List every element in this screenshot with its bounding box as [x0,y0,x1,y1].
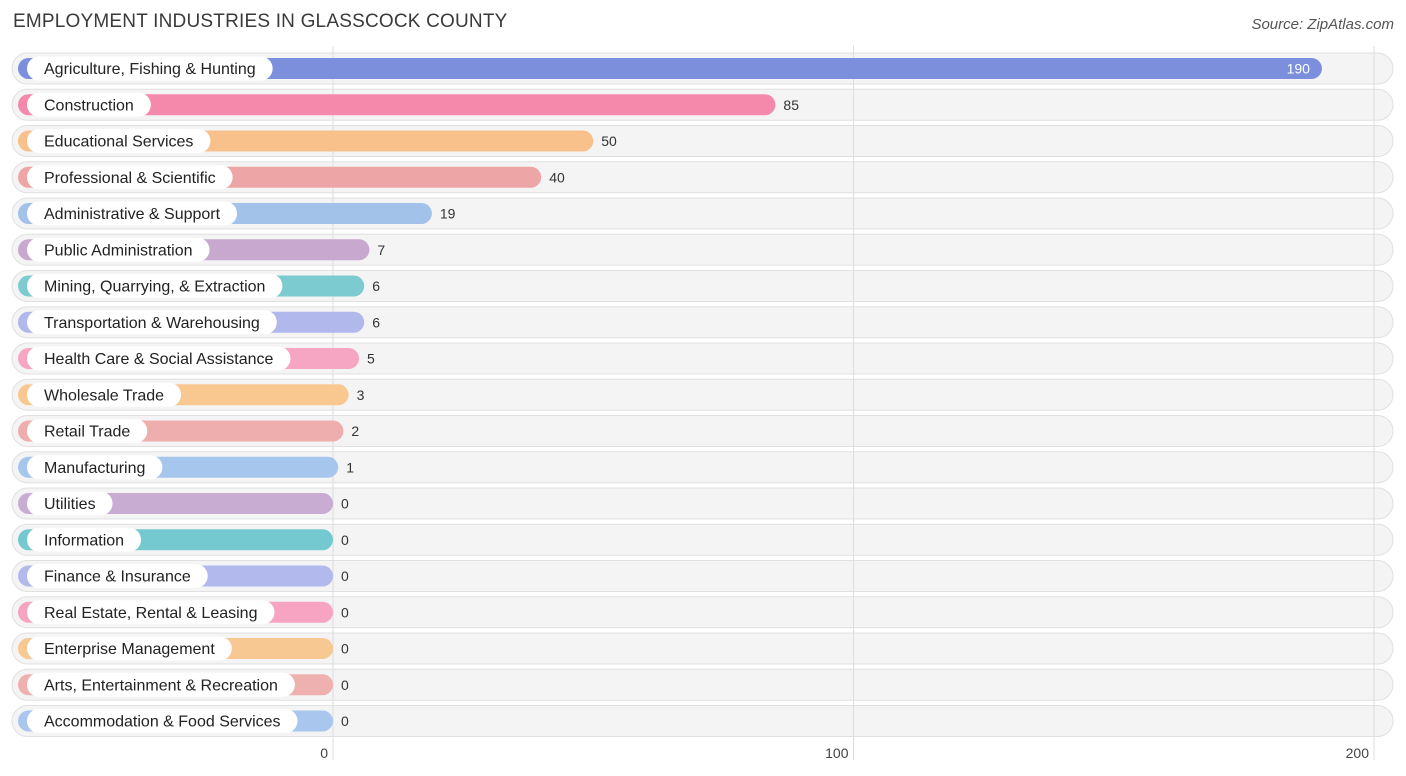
bar-label: Administrative & Support [44,206,221,223]
bar-value: 5 [367,351,375,367]
bar-value: 0 [341,677,349,693]
bar-row: Public Administration 7 [18,237,385,262]
bar-label: Arts, Entertainment & Recreation [44,677,278,694]
chart-title: EMPLOYMENT INDUSTRIES IN GLASSCOCK COUNT… [13,11,508,32]
bar-row: Health Care & Social Assistance 5 [18,346,375,371]
bar-value: 0 [341,604,349,620]
bar-row: Construction 85 [18,92,799,117]
bar-value: 6 [372,314,380,330]
bar-row: Accommodation & Food Services 0 [18,709,349,733]
bar-label: Mining, Quarrying, & Extraction [44,279,265,296]
row-background [11,523,1394,556]
bar-label: Information [44,532,124,549]
bar-label-pill [27,672,295,697]
bar-value: 50 [601,133,617,149]
bar-row: Transportation & Warehousing 6 [18,310,380,335]
bar-label-pill [27,636,232,661]
bar-label: Manufacturing [44,460,145,477]
row-background [11,560,1394,592]
bar-value: 0 [341,713,349,729]
bar-row: Finance & Insurance 0 [18,564,349,588]
bar-label-pill [27,92,151,117]
bar-value: 40 [549,169,565,185]
bar-value: 2 [351,423,359,439]
row-background [11,378,1394,411]
bar-label: Accommodation & Food Services [44,714,281,731]
row-background [11,342,1394,375]
chart-source: Source: ZipAtlas.com [1251,16,1394,33]
bar-row: Mining, Quarrying, & Extraction 6 [18,274,380,298]
bar-label: Utilities [44,496,96,513]
bar-label: Wholesale Trade [44,387,164,404]
bar-value: 190 [1287,61,1311,77]
bar-row: Administrative & Support 19 [18,201,456,226]
row-background [11,596,1394,629]
bar-label-pill [27,491,113,516]
bar-row: Manufacturing 1 [18,455,354,480]
bar-value: 7 [377,242,385,258]
bar-label-pill [27,455,163,480]
bar-label: Health Care & Social Assistance [44,351,274,368]
bar-value: 0 [341,568,349,584]
bar-label-pill [27,237,210,262]
bar-label-pill [27,600,275,625]
bar-label: Professional & Scientific [44,170,216,187]
bar-row: Utilities 0 [18,491,349,516]
bar-label-pill [27,56,273,81]
bar-value: 6 [372,278,380,294]
bar-label-pill [27,346,291,371]
bar-label: Educational Services [44,134,193,151]
bar-label-pill [27,129,211,153]
bar-row: Professional & Scientific 40 [18,165,565,190]
bar-value: 3 [357,387,365,403]
bar-value: 0 [341,496,349,512]
bar [18,58,1322,79]
bar-row: Information 0 [18,527,349,552]
row-background [11,705,1394,737]
bar-value: 19 [440,206,456,222]
bar-row: Educational Services 50 [18,129,617,153]
row-background [11,668,1394,701]
bar [18,94,776,116]
bar-label-pill [27,564,208,588]
bar-value: 1 [346,459,354,475]
x-tick-label: 100 [825,745,849,761]
bar-row: Enterprise Management 0 [18,636,349,661]
row-background [11,632,1394,665]
bar-label-pill [27,382,182,407]
x-tick-label: 200 [1346,745,1370,761]
bar-value: 0 [341,641,349,657]
bar-row: Real Estate, Rental & Leasing 0 [18,600,349,625]
bar-row: Wholesale Trade 3 [18,382,365,407]
bar-label-pill [27,527,142,552]
bar-label: Public Administration [44,242,193,259]
bar-row: Arts, Entertainment & Recreation 0 [18,672,349,697]
bar-label: Real Estate, Rental & Leasing [44,605,257,622]
bar-label-pill [27,274,283,298]
row-background [11,487,1394,520]
bar-label: Transportation & Warehousing [44,315,260,332]
bar-label: Enterprise Management [44,641,215,658]
bar-row: Agriculture, Fishing & Hunting 190 [18,56,1322,81]
bar-label-pill [27,165,233,190]
bar-label: Retail Trade [44,424,130,441]
bar-label: Finance & Insurance [44,569,191,586]
bar-row: Retail Trade 2 [18,419,359,443]
bar-value: 85 [783,97,799,113]
bar-label-pill [27,709,298,733]
x-tick-label: 0 [320,745,328,761]
bar-label: Construction [44,97,134,114]
bar-label-pill [27,310,277,335]
row-background [11,451,1394,484]
bar-label-pill [27,201,238,226]
x-axis-ticks: 0 100 200 [320,745,1369,761]
bar-label-pill [27,419,148,443]
bar-label: Agriculture, Fishing & Hunting [44,61,256,78]
row-background [11,415,1394,447]
bar-value: 0 [341,532,349,548]
